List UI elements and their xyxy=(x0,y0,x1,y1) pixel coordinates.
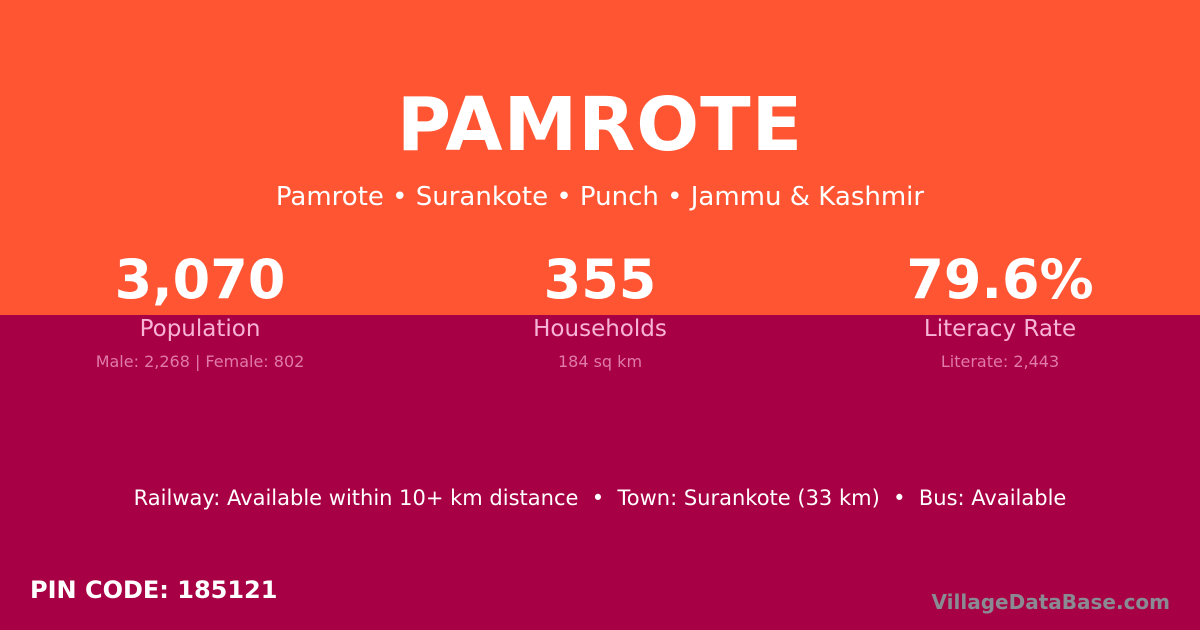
brand-watermark: VillageDataBase.com xyxy=(931,590,1170,614)
stat-label: Households xyxy=(533,316,667,342)
stat-detail: Literate: 2,443 xyxy=(940,352,1060,371)
stat-label: Literacy Rate xyxy=(923,316,1077,342)
stat-label: Population xyxy=(139,316,261,342)
header-band xyxy=(0,0,1200,315)
stat-value: 79.6% xyxy=(906,248,1094,311)
stat-households: 355 Households 184 sq km xyxy=(400,248,800,371)
stat-literacy: 79.6% Literacy Rate Literate: 2,443 xyxy=(800,248,1200,371)
stat-value: 3,070 xyxy=(114,248,286,311)
stat-population: 3,070 Population Male: 2,268 | Female: 8… xyxy=(0,248,400,371)
pin-code: PIN CODE: 185121 xyxy=(30,576,278,604)
footer-band xyxy=(0,315,1200,630)
access-info: Railway: Available within 10+ km distanc… xyxy=(133,486,1067,510)
location-breadcrumb: Pamrote • Surankote • Punch • Jammu & Ka… xyxy=(275,182,925,212)
stat-detail: Male: 2,268 | Female: 802 xyxy=(95,352,305,371)
stat-detail: 184 sq km xyxy=(557,352,643,371)
village-title: PAMROTE xyxy=(396,82,804,168)
stat-value: 355 xyxy=(543,248,657,311)
